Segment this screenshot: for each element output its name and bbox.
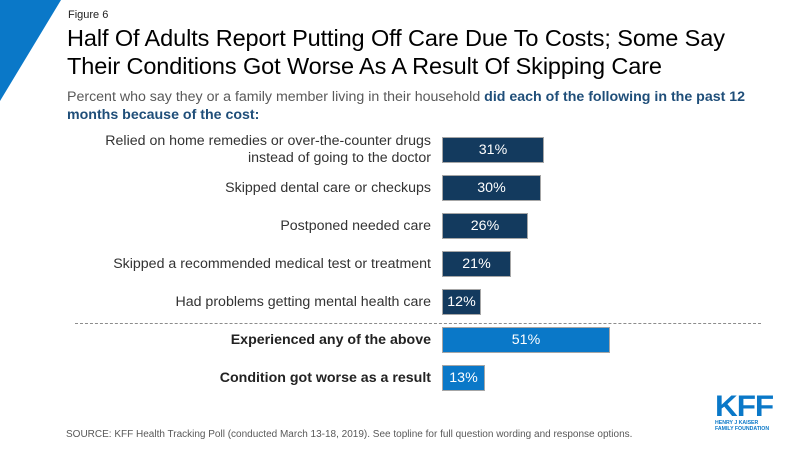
category-label-line: Experienced any of the above xyxy=(230,331,431,348)
bar-value-label: 30% xyxy=(477,180,506,196)
chart-subtitle: Percent who say they or a family member … xyxy=(67,88,797,124)
bar xyxy=(442,175,541,201)
kff-logo: KFF HENRY J KAISER FAMILY FOUNDATION xyxy=(715,390,775,433)
dashed-divider xyxy=(75,323,761,324)
bar xyxy=(442,289,481,315)
category-label-line: instead of going to the doctor xyxy=(248,150,431,166)
category-label-line: Had problems getting mental health care xyxy=(175,293,431,310)
category-label-line: Postponed needed care xyxy=(280,217,431,234)
source-note: SOURCE: KFF Health Tracking Poll (conduc… xyxy=(66,429,633,440)
bar-value-label: 13% xyxy=(449,370,478,386)
category-label: Condition got worse as a result xyxy=(220,370,431,387)
category-label-line: Skipped a recommended medical test or tr… xyxy=(113,255,431,272)
bar xyxy=(442,137,544,163)
category-label: Skipped dental care or checkups xyxy=(225,180,431,197)
subtitle-bold: did each of the following in the past 12… xyxy=(67,89,746,123)
bar xyxy=(442,251,511,277)
category-label-line: Condition got worse as a result xyxy=(219,369,431,386)
category-label: Skipped a recommended medical test or tr… xyxy=(113,256,431,273)
kff-logo-line-2: FAMILY FOUNDATION xyxy=(715,426,770,432)
subtitle-plain: Percent who say they or a family member … xyxy=(67,89,485,105)
kff-logo-line-1: HENRY J KAISER xyxy=(715,420,759,426)
chart-title-line-1: Half Of Adults Report Putting Off Care D… xyxy=(67,25,725,51)
chart-title: Half Of Adults Report Putting Off Care D… xyxy=(67,24,797,80)
category-label: Had problems getting mental health care xyxy=(175,294,431,311)
bar-value-label: 21% xyxy=(462,256,491,272)
bar xyxy=(442,365,485,391)
category-label: Experienced any of the above xyxy=(231,332,431,349)
bar-value-label: 26% xyxy=(470,218,500,234)
category-label-line: Skipped dental care or checkups xyxy=(225,179,431,196)
bar xyxy=(442,327,610,353)
bar-value-label: 51% xyxy=(511,332,541,348)
corner-accent-triangle xyxy=(0,0,61,101)
bar-value-label: 12% xyxy=(447,294,476,310)
chart-title-line-2: Their Conditions Got Worse As A Result O… xyxy=(67,53,662,79)
bar-value-label: 31% xyxy=(478,142,508,158)
figure-label: Figure 6 xyxy=(68,9,109,21)
kff-logo-mark: KFF xyxy=(715,390,774,423)
bar xyxy=(442,213,528,239)
category-label: Relied on home remedies or over-the-coun… xyxy=(105,133,431,167)
category-label: Postponed needed care xyxy=(280,218,431,235)
category-label-line: Relied on home remedies or over-the-coun… xyxy=(105,133,431,149)
